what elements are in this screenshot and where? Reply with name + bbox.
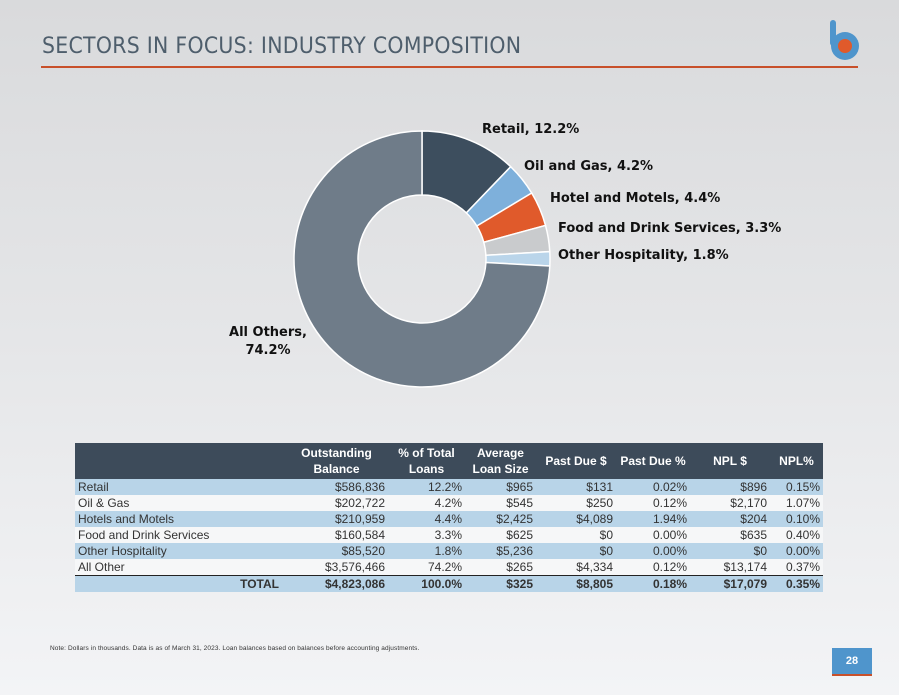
table-cell: $0 <box>536 527 616 543</box>
table-row: Oil & Gas $202,722 4.2% $545 $250 0.12% $2,170… <box>75 495 823 511</box>
table-cell: 3.3% <box>388 527 465 543</box>
table-cell: $202,722 <box>285 495 388 511</box>
table-cell: $4,334 <box>536 559 616 576</box>
donut-slice-all-others <box>293 130 551 388</box>
table-cell: 0.12% <box>616 495 690 511</box>
table-row: All Other $3,576,466 74.2% $265 $4,334 0.12% $… <box>75 559 823 576</box>
table-cell: 1.94% <box>616 511 690 527</box>
table-cell: $545 <box>465 495 536 511</box>
total-cell: $17,079 <box>690 575 770 592</box>
table-cell: 0.00% <box>770 543 823 559</box>
column-header-line1: NPL% <box>779 454 814 468</box>
table-cell: 0.02% <box>616 479 690 495</box>
table-cell: 1.8% <box>388 543 465 559</box>
loan-table: Outstanding Balance % of Total Loans Average… <box>75 443 823 592</box>
table-cell: $965 <box>465 479 536 495</box>
table-cell: $586,836 <box>285 479 388 495</box>
table-cell: Retail <box>75 479 285 495</box>
table-row: Other Hospitality $85,520 1.8% $5,236 $0 0.00… <box>75 543 823 559</box>
slice-label: Food and Drink Services, 3.3% <box>558 221 781 236</box>
table-cell: $0 <box>690 543 770 559</box>
slice-label: Retail, 12.2% <box>482 122 579 137</box>
table-cell: $0 <box>536 543 616 559</box>
table-cell: $250 <box>536 495 616 511</box>
column-header: NPL $ <box>690 443 770 479</box>
table-cell: 74.2% <box>388 559 465 576</box>
total-cell: $325 <box>465 575 536 592</box>
footnote: Note: Dollars in thousands. Data is as o… <box>50 645 420 652</box>
table-cell: 0.00% <box>616 543 690 559</box>
table-cell: $204 <box>690 511 770 527</box>
table-cell: $131 <box>536 479 616 495</box>
column-header: Past Due % <box>616 443 690 479</box>
title-divider <box>41 66 858 68</box>
table-cell: $2,425 <box>465 511 536 527</box>
table-row: Retail $586,836 12.2% $965 $131 0.02% $896 0.15… <box>75 479 823 495</box>
slice-label: Hotel and Motels, 4.4% <box>550 191 720 206</box>
column-header-line1: Past Due $ <box>545 454 607 468</box>
total-cell: $8,805 <box>536 575 616 592</box>
table-cell: $896 <box>690 479 770 495</box>
table-cell: $210,959 <box>285 511 388 527</box>
column-header: % of Total Loans <box>388 443 465 479</box>
slice-label: 74.2% <box>245 343 290 358</box>
brand-logo-icon <box>830 20 859 60</box>
column-header: NPL% <box>770 443 823 479</box>
table-cell: $265 <box>465 559 536 576</box>
page-title: SECTORS IN FOCUS: INDUSTRY COMPOSITION <box>42 34 522 59</box>
table-cell: Oil & Gas <box>75 495 285 511</box>
column-header: Past Due $ <box>536 443 616 479</box>
table-cell: $5,236 <box>465 543 536 559</box>
table-cell: 4.4% <box>388 511 465 527</box>
table-cell: Other Hospitality <box>75 543 285 559</box>
column-header-line2: Loans <box>408 462 445 476</box>
total-label: TOTAL <box>75 575 285 592</box>
table-cell: 0.15% <box>770 479 823 495</box>
table-cell: $3,576,466 <box>285 559 388 576</box>
table-cell: $160,584 <box>285 527 388 543</box>
column-header-line1: Outstanding <box>301 446 372 460</box>
table-cell: 0.12% <box>616 559 690 576</box>
total-row: TOTAL $4,823,086 100.0% $325 $8,805 0.18% $17,… <box>75 575 823 592</box>
table-cell: 0.10% <box>770 511 823 527</box>
column-header-line1: Average <box>477 446 524 460</box>
table-cell: $635 <box>690 527 770 543</box>
column-header-line1: NPL $ <box>713 454 747 468</box>
table-cell: All Other <box>75 559 285 576</box>
table-cell: $4,089 <box>536 511 616 527</box>
table-row: Food and Drink Services $160,584 3.3% $625 $… <box>75 527 823 543</box>
total-cell: $4,823,086 <box>285 575 388 592</box>
total-cell: 100.0% <box>388 575 465 592</box>
column-header: Outstanding Balance <box>285 443 388 479</box>
table-cell: $85,520 <box>285 543 388 559</box>
table-cell: 12.2% <box>388 479 465 495</box>
table-cell: 0.00% <box>616 527 690 543</box>
table-cell: $625 <box>465 527 536 543</box>
table-cell: 1.07% <box>770 495 823 511</box>
column-header-line2: Balance <box>313 462 360 476</box>
table-cell: 4.2% <box>388 495 465 511</box>
page-number: 28 <box>832 648 872 676</box>
column-header-line1: Past Due % <box>620 454 686 468</box>
table-cell: 0.40% <box>770 527 823 543</box>
total-cell: 0.35% <box>770 575 823 592</box>
table-cell: Food and Drink Services <box>75 527 285 543</box>
table-cell: Hotels and Motels <box>75 511 285 527</box>
total-cell: 0.18% <box>616 575 690 592</box>
slice-label: Oil and Gas, 4.2% <box>524 159 653 174</box>
table-cell: $2,170 <box>690 495 770 511</box>
column-header: Average Loan Size <box>465 443 536 479</box>
table-cell: 0.37% <box>770 559 823 576</box>
column-header-line1: % of Total <box>398 446 455 460</box>
slice-label: Other Hospitality, 1.8% <box>558 248 729 263</box>
table-cell: $13,174 <box>690 559 770 576</box>
column-header-line2: Loan Size <box>472 462 529 476</box>
column-header <box>75 443 285 479</box>
slice-label: All Others, <box>229 325 307 340</box>
table-row: Hotels and Motels $210,959 4.4% $2,425 $4,08… <box>75 511 823 527</box>
donut-chart: Retail, 12.2% Oil and Gas, 4.2% Hotel and … <box>229 122 781 388</box>
